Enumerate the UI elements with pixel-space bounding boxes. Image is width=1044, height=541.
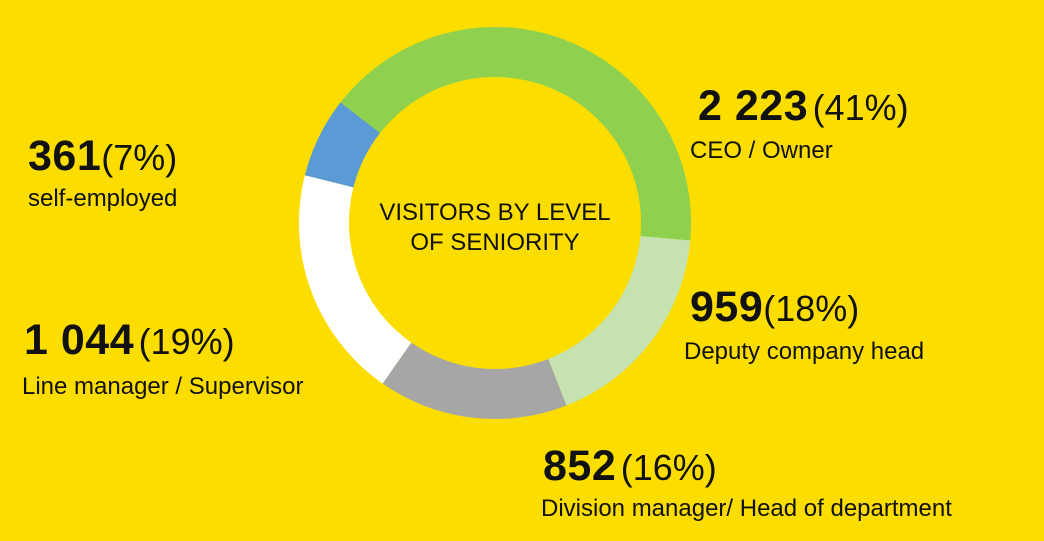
data-label-category: self-employed xyxy=(28,185,178,212)
donut-slice-deputy-company-head xyxy=(548,236,691,406)
donut-slice-line-manager-supervisor xyxy=(299,175,412,384)
data-label-percent: (19%) xyxy=(138,321,235,362)
data-label-percent: (41%) xyxy=(812,87,909,128)
data-label-category: Deputy company head xyxy=(684,338,925,365)
data-label-category: Division manager/ Head of department xyxy=(541,495,952,522)
data-label-division-manager: 852 (16%) Division manager/ Head of depa… xyxy=(541,442,952,523)
donut-slice-division-manager-head-of-department xyxy=(382,342,567,419)
data-label-line-manager: 1 044 (19%) Line manager / Supervisor xyxy=(22,316,304,401)
data-label-deputy-company-head: 959(18%) Deputy company head xyxy=(684,283,924,366)
chart-title-line-1: VISITORS BY LEVEL xyxy=(379,199,611,226)
data-label-value: 361 xyxy=(28,132,102,180)
donut-slice-self-employed xyxy=(304,102,380,188)
data-label-value: 2 223 xyxy=(698,82,809,130)
data-label-percent: (7%) xyxy=(101,137,178,178)
chart-title: VISITORS BY LEVEL OF SENIORITY xyxy=(345,198,645,258)
data-label-self-employed: 361(7%) self-employed xyxy=(28,132,177,213)
data-label-value: 1 044 xyxy=(24,316,135,364)
chart-title-line-2: OF SENIORITY xyxy=(410,229,580,256)
data-label-percent: (18%) xyxy=(763,288,860,329)
data-label-percent: (16%) xyxy=(620,447,717,488)
data-label-category: CEO / Owner xyxy=(690,137,833,164)
data-label-value: 959 xyxy=(690,283,764,331)
data-label-ceo-owner: 2 223 (41%) CEO / Owner xyxy=(690,82,909,165)
data-label-value: 852 xyxy=(543,442,617,490)
data-label-category: Line manager / Supervisor xyxy=(22,373,304,400)
donut-slice-ceo-owner xyxy=(340,27,691,241)
